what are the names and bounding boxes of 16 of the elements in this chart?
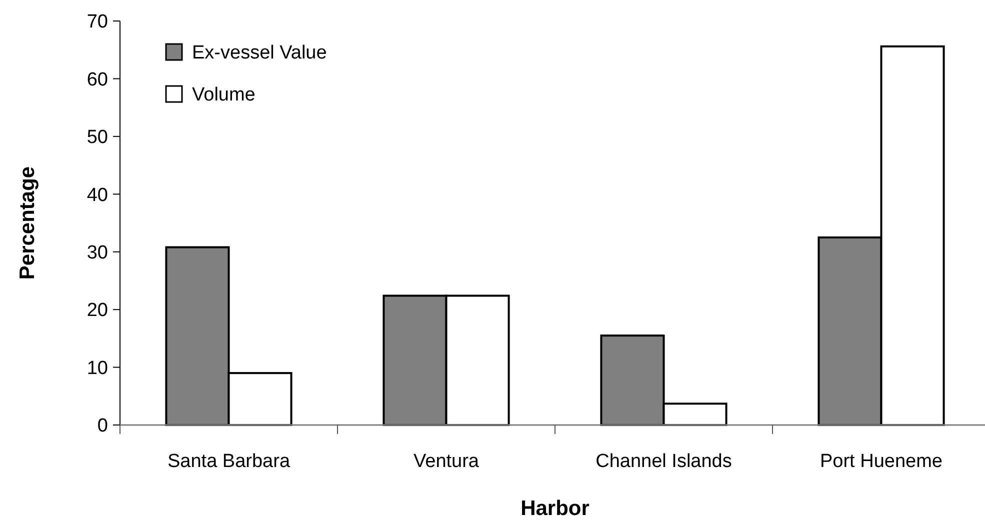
legend-label: Ex-vessel Value: [192, 42, 327, 64]
y-tick-label: 20: [86, 300, 108, 322]
legend-label: Volume: [192, 84, 256, 106]
x-tick-label: Ventura: [414, 451, 480, 472]
x-tick-label: Santa Barbara: [167, 451, 290, 472]
x-axis-title: Harbor: [520, 497, 590, 520]
y-tick-label: 10: [86, 358, 108, 379]
x-tick-label: Channel Islands: [596, 451, 732, 472]
y-tick-label: 0: [97, 416, 108, 437]
y-tick-label: 40: [86, 184, 108, 206]
x-tick-label: Port Hueneme: [820, 451, 943, 472]
y-tick-label: 30: [86, 242, 108, 264]
y-tick-label: 60: [86, 69, 108, 90]
y-tick-label: 70: [86, 12, 108, 33]
y-tick-label: 50: [86, 127, 108, 148]
y-axis-title: Percentage: [16, 166, 39, 280]
